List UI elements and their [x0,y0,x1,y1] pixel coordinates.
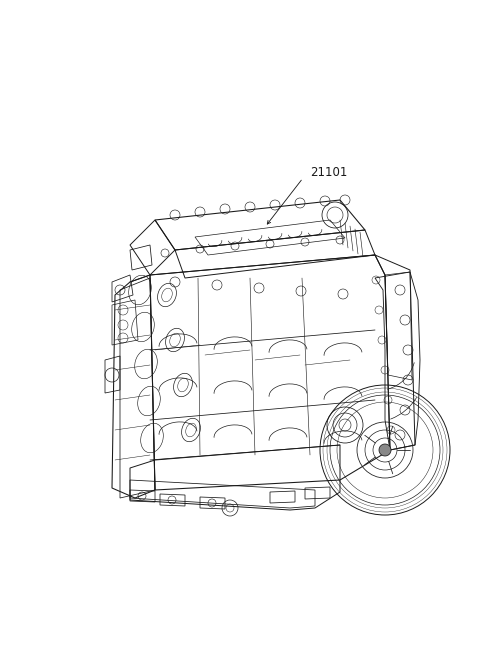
Circle shape [379,444,391,456]
Text: 21101: 21101 [310,166,348,179]
